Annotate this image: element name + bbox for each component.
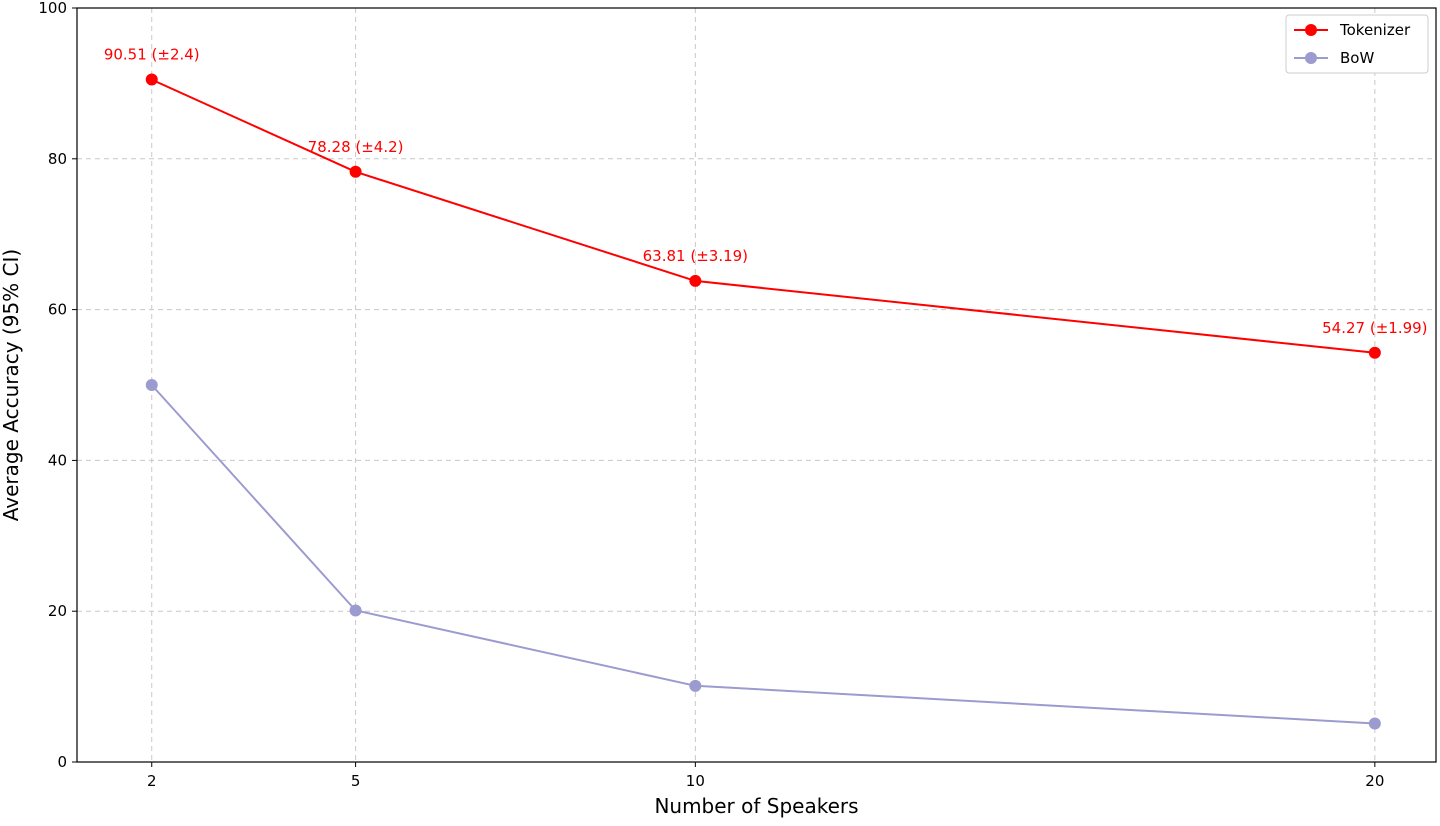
y-axis-ticks: 0 20 40 60 80 100	[38, 0, 77, 771]
x-axis-ticks: 2 5 10 20	[147, 762, 1384, 790]
data-label-tokenizer: 90.51 (±2.4)	[104, 46, 200, 64]
legend-marker-tokenizer	[1305, 24, 1317, 36]
legend-label-bow: BoW	[1340, 49, 1374, 67]
x-tick-label: 10	[686, 772, 705, 790]
data-point-bow	[349, 604, 362, 617]
x-axis-title: Number of Speakers	[654, 794, 858, 818]
y-tick-label: 80	[48, 150, 67, 168]
data-point-bow	[1368, 717, 1381, 730]
data-point-bow	[689, 679, 702, 692]
legend-label-tokenizer: Tokenizer	[1339, 21, 1411, 39]
data-label-tokenizer: 63.81 (±3.19)	[643, 247, 748, 265]
series-lines	[150, 78, 1375, 725]
y-axis-title: Average Accuracy (95% CI)	[0, 249, 23, 521]
grid	[77, 7, 1436, 763]
y-tick-label: 20	[48, 602, 67, 620]
data-point-tokenizer	[145, 73, 158, 86]
x-tick-label: 20	[1365, 772, 1384, 790]
series-line-tokenizer	[151, 78, 1375, 354]
legend-item-bow: BoW	[1294, 49, 1374, 67]
data-point-tokenizer	[349, 165, 362, 178]
data-label-tokenizer: 78.28 (±4.2)	[308, 138, 404, 156]
data-point-tokenizer	[689, 274, 702, 287]
x-tick-label: 2	[147, 772, 157, 790]
legend-item-tokenizer: Tokenizer	[1294, 21, 1411, 39]
data-point-tokenizer	[1368, 346, 1381, 359]
y-tick-label: 100	[38, 0, 67, 17]
y-tick-label: 0	[57, 753, 67, 771]
legend-marker-bow	[1305, 52, 1317, 64]
data-labels: 90.51 (±2.4) 78.28 (±4.2) 63.81 (±3.19) 54.…	[104, 46, 1428, 337]
x-tick-label: 5	[351, 772, 361, 790]
data-points	[145, 73, 1381, 730]
plot-frame	[76, 7, 1437, 763]
y-tick-label: 60	[48, 301, 67, 319]
y-tick-label: 40	[48, 451, 67, 469]
data-label-tokenizer: 54.27 (±1.99)	[1322, 319, 1427, 337]
legend: Tokenizer BoW	[1285, 14, 1429, 74]
data-point-bow	[145, 379, 158, 391]
series-line-bow	[150, 384, 1375, 725]
